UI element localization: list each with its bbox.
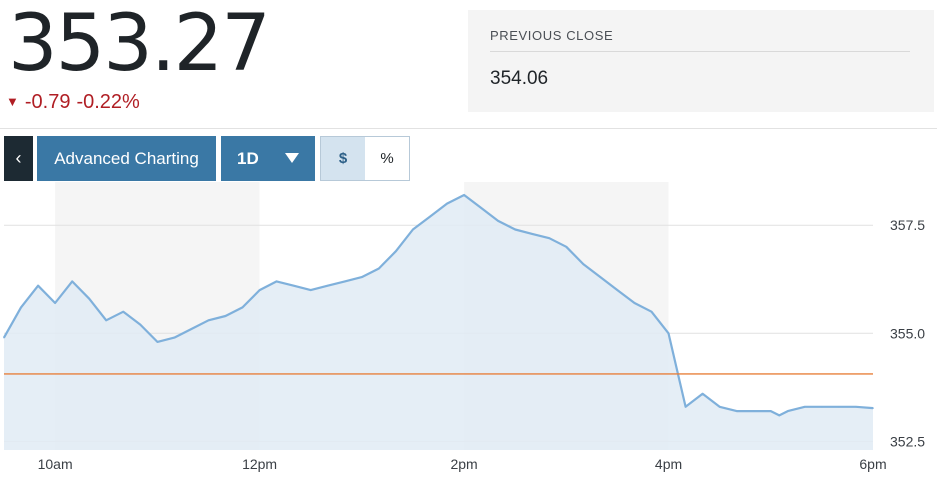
data-point — [122, 310, 125, 313]
data-point — [326, 284, 329, 287]
data-point — [412, 228, 414, 231]
data-point — [599, 276, 602, 278]
price-change: ▼ -0.79 -0.22% — [6, 90, 140, 114]
data-point — [258, 289, 261, 291]
x-tick-label: 6pm — [859, 456, 886, 472]
down-arrow-icon: ▼ — [6, 94, 19, 109]
previous-close-label: PREVIOUS CLOSE — [490, 28, 614, 43]
data-point — [667, 332, 670, 335]
data-point — [344, 280, 346, 283]
y-tick-label: 355.0 — [890, 325, 925, 341]
range-label: 1D — [237, 148, 259, 168]
price-chart: 357.5 355.0 352.5 10am 12pm 2pm 4pm 6pm — [3, 182, 925, 472]
data-point — [190, 328, 193, 330]
data-point — [71, 280, 73, 283]
data-point — [207, 319, 210, 322]
data-point — [752, 410, 755, 412]
data-point — [88, 297, 90, 300]
advanced-charting-button[interactable]: Advanced Charting — [37, 136, 216, 181]
data-point — [173, 336, 176, 339]
data-point — [684, 406, 687, 408]
data-point — [770, 410, 772, 412]
divider — [0, 128, 937, 129]
data-point — [821, 406, 823, 408]
data-point — [804, 406, 806, 408]
data-point — [582, 263, 585, 265]
data-point — [463, 194, 465, 196]
data-point — [292, 284, 295, 287]
y-tick-label: 357.5 — [890, 217, 925, 233]
divider — [490, 51, 910, 52]
data-point — [156, 341, 159, 343]
data-point — [37, 284, 39, 287]
data-point — [531, 233, 533, 235]
data-point — [54, 302, 56, 304]
data-point — [361, 276, 363, 278]
data-point — [855, 406, 857, 408]
data-point — [309, 289, 312, 291]
data-point — [241, 306, 244, 309]
chevron-left-icon: ‹ — [15, 148, 22, 168]
data-point — [735, 410, 738, 412]
data-point — [480, 207, 482, 209]
data-point — [701, 393, 704, 395]
y-tick-label: 352.5 — [890, 433, 925, 449]
data-point — [548, 237, 551, 239]
data-point — [497, 220, 499, 222]
data-point — [105, 319, 107, 322]
data-point — [446, 202, 448, 205]
data-point — [3, 336, 5, 339]
data-point — [429, 215, 431, 218]
data-point — [139, 323, 142, 326]
data-point — [20, 306, 22, 309]
range-dropdown[interactable]: 1D — [221, 136, 315, 181]
caret-down-icon — [285, 153, 299, 163]
data-point — [378, 267, 380, 270]
x-tick-label: 4pm — [655, 456, 682, 472]
data-point — [565, 246, 568, 248]
change-value: -0.79 — [24, 90, 71, 113]
percent-mode-button[interactable]: % — [380, 150, 394, 167]
data-point — [650, 310, 653, 313]
data-point — [718, 406, 721, 408]
data-point — [838, 406, 840, 408]
x-tick-label: 12pm — [242, 456, 277, 472]
previous-close-panel: PREVIOUS CLOSE 354.06 — [468, 10, 934, 112]
previous-close-value: 354.06 — [490, 68, 549, 89]
change-percent: -0.22% — [76, 90, 140, 113]
data-point — [872, 407, 874, 409]
back-button[interactable]: ‹ — [4, 136, 33, 181]
data-point — [395, 250, 397, 252]
data-point — [633, 302, 636, 304]
data-point — [275, 280, 278, 283]
last-price: 353.27 — [8, 0, 271, 89]
data-point — [224, 315, 227, 317]
x-tick-label: 10am — [38, 456, 73, 472]
x-tick-label: 2pm — [450, 456, 477, 472]
dollar-mode-button[interactable]: $ — [321, 137, 365, 180]
data-point — [778, 414, 781, 417]
price-area — [4, 195, 873, 450]
data-point — [514, 228, 516, 231]
data-point — [616, 289, 619, 291]
value-mode-toggle: $ % — [320, 136, 410, 181]
data-point — [787, 410, 789, 412]
